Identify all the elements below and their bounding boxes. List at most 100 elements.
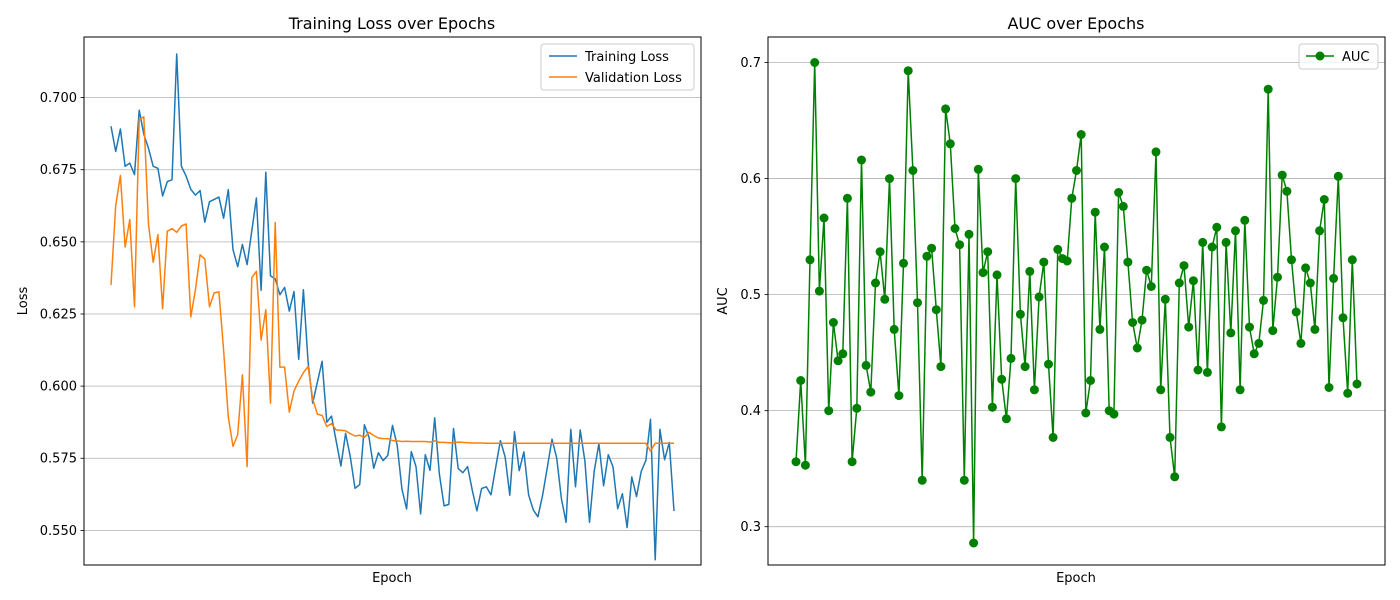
y-tick-label: 0.700 (40, 91, 77, 106)
data-point-auc (1123, 257, 1133, 267)
data-point-auc (871, 278, 880, 288)
series-line-validation-loss (110, 116, 674, 468)
data-point-auc (1343, 388, 1353, 398)
data-point-auc (861, 360, 871, 370)
data-point-auc (1146, 282, 1156, 291)
data-point-auc (1324, 383, 1334, 392)
data-point-auc (1034, 292, 1044, 302)
auc-y-axis-label: AUC (716, 287, 731, 315)
data-point-auc (936, 362, 946, 372)
data-point-auc (978, 268, 988, 278)
data-point-auc (857, 155, 866, 165)
data-point-auc (1086, 376, 1095, 385)
data-point-auc (819, 213, 829, 223)
data-point-auc (1142, 265, 1152, 275)
data-point-auc (894, 391, 904, 401)
data-point-auc (973, 164, 983, 174)
legend-label-auc: AUC (1342, 50, 1370, 65)
data-point-auc (899, 258, 908, 268)
data-point-auc (1025, 266, 1035, 276)
data-point-auc (1114, 188, 1124, 197)
auc-grid (768, 62, 1385, 528)
data-point-auc (959, 475, 969, 485)
data-point-auc (1128, 318, 1138, 327)
data-point-auc (1072, 166, 1081, 175)
data-point-auc (1347, 255, 1357, 265)
data-point-auc (964, 229, 974, 239)
data-point-auc (824, 406, 834, 416)
data-point-auc (1048, 432, 1058, 442)
data-point-auc (810, 58, 820, 67)
legend-label-validation-loss: Validation Loss (585, 71, 682, 86)
data-point-auc (1301, 263, 1311, 273)
data-point-auc (1333, 171, 1343, 181)
data-point-auc (1109, 409, 1119, 419)
data-point-auc (1160, 294, 1170, 304)
series-line-auc (795, 61, 1358, 544)
data-point-auc (1076, 130, 1086, 139)
data-point-auc (1081, 408, 1091, 418)
data-point-auc (1132, 343, 1142, 353)
data-point-auc (922, 251, 932, 261)
data-point-auc (1287, 255, 1296, 265)
auc-series (791, 58, 1362, 548)
data-point-auc (1156, 385, 1166, 395)
data-point-auc (931, 305, 941, 315)
auc-y-ticks: 0.3 0.4 0.5 0.6 0.7 (740, 56, 768, 535)
auc-chart-title: AUC over Epochs (1007, 14, 1144, 33)
data-point-auc (1259, 295, 1268, 305)
data-point-auc (814, 286, 824, 296)
data-point-auc (1198, 237, 1208, 247)
data-point-auc (1170, 472, 1180, 482)
data-point-auc (1212, 222, 1222, 232)
data-point-auc (1151, 147, 1161, 157)
auc-legend-box (1298, 43, 1379, 70)
data-point-auc (1235, 385, 1245, 395)
data-point-auc (1319, 195, 1329, 204)
data-point-auc (955, 240, 965, 250)
data-point-auc (913, 298, 922, 308)
data-point-auc (997, 374, 1007, 384)
data-point-auc (1207, 242, 1217, 252)
data-point-auc (1029, 385, 1039, 395)
data-point-auc (1263, 84, 1273, 94)
data-point-auc (791, 457, 801, 467)
data-point-auc (1165, 432, 1175, 442)
data-point-auc (908, 166, 918, 175)
data-point-auc (1044, 359, 1053, 369)
loss-chart: Training Loss over Epochs 0.550 0.575 0.60… (16, 14, 702, 586)
data-point-auc (950, 224, 960, 233)
auc-legend: AUC (1298, 43, 1379, 70)
data-point-auc (917, 475, 927, 485)
data-point-auc (1329, 273, 1339, 283)
data-point-auc (1039, 257, 1049, 267)
y-tick-label: 0.6 (740, 172, 761, 187)
loss-series (110, 53, 675, 561)
data-point-auc (945, 139, 955, 149)
data-point-auc (1226, 328, 1236, 338)
data-point-auc (805, 255, 815, 265)
data-point-auc (1254, 338, 1264, 348)
data-point-auc (1305, 278, 1315, 288)
data-point-auc (969, 538, 979, 548)
data-point-auc (1020, 362, 1030, 372)
data-point-auc (1095, 324, 1105, 334)
auc-axes-frame (767, 36, 1386, 566)
data-point-auc (1118, 201, 1128, 211)
data-point-auc (1338, 313, 1348, 323)
data-point-auc (1240, 215, 1250, 225)
data-point-auc (1062, 256, 1072, 266)
data-point-auc (875, 247, 885, 257)
loss-grid (84, 97, 701, 531)
y-tick-label: 0.650 (40, 235, 77, 250)
data-point-auc (1188, 276, 1198, 286)
auc-x-axis-label: Epoch (1056, 571, 1096, 586)
data-point-auc (1268, 326, 1278, 336)
data-point-auc (1179, 261, 1189, 271)
loss-legend-box (540, 43, 695, 91)
data-point-auc (941, 104, 951, 114)
data-point-auc (889, 324, 899, 334)
data-point-auc (833, 356, 843, 366)
data-point-auc (866, 387, 876, 397)
